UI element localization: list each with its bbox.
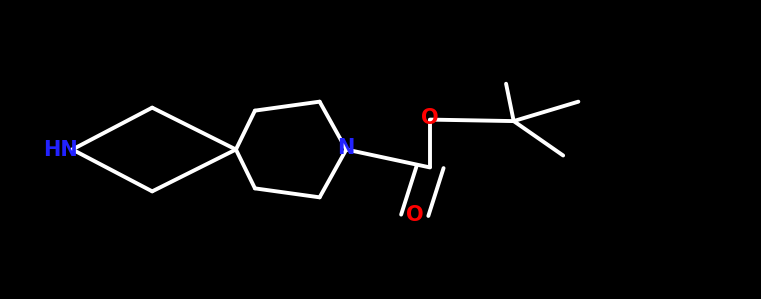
Text: HN: HN	[43, 140, 78, 159]
Text: O: O	[421, 108, 439, 128]
Text: O: O	[406, 205, 424, 225]
Text: N: N	[338, 138, 355, 158]
